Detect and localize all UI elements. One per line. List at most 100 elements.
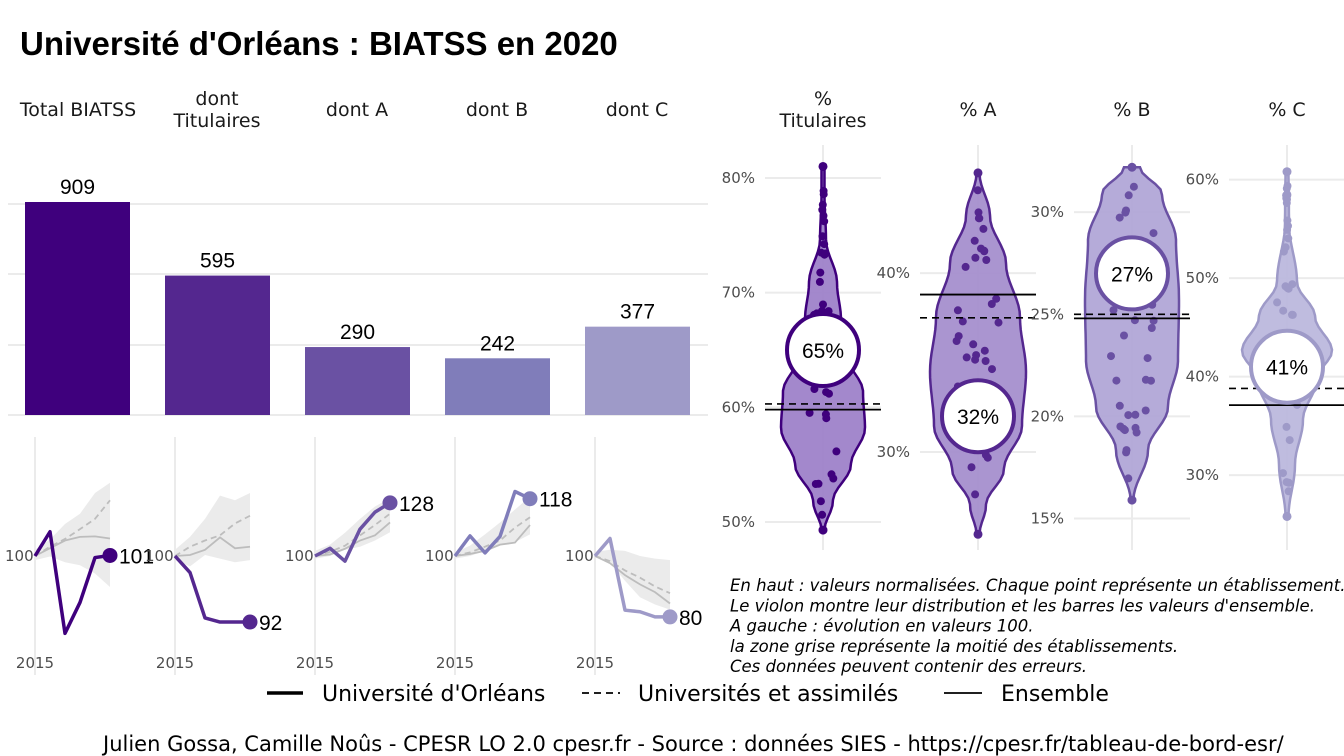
y-tick-label: 40%: [1186, 368, 1219, 386]
evolution-charts: 1011002015921002015128100201511810020158…: [5, 437, 702, 675]
establishment-dot: [1143, 354, 1152, 363]
establishment-dot: [820, 240, 829, 249]
y-tick-label: 20%: [1031, 407, 1064, 425]
etablissement-line: [314, 501, 391, 563]
x-tick-label: 2015: [436, 654, 474, 672]
evolution-panel: 128 100 2015: [285, 437, 434, 675]
end-point: [662, 609, 678, 625]
establishment-dot: [1282, 422, 1291, 431]
establishment-dot: [1124, 411, 1133, 420]
violin-header: %: [814, 88, 832, 110]
evolution-panel: 101 100 2015: [5, 437, 154, 675]
establishment-dot: [1141, 406, 1150, 415]
universities-line: [314, 512, 391, 557]
violin-header: % B: [1113, 99, 1150, 121]
establishment-dot: [970, 236, 979, 245]
end-value-label: 92: [259, 612, 282, 635]
establishment-dot: [819, 300, 827, 309]
bar: [305, 347, 410, 415]
establishment-dot: [1124, 191, 1133, 200]
violin-shape: [1083, 166, 1181, 502]
violin-panel: 30% 40% 32% % A: [877, 99, 1036, 550]
establishment-dot: [982, 256, 991, 264]
establishment-dot: [1131, 423, 1140, 432]
y-tick-label: 80%: [722, 169, 755, 187]
y-tick-label: 30%: [877, 443, 910, 461]
establishment-dot: [994, 318, 1003, 327]
ensemble-line: [454, 524, 531, 557]
evolution-panel: 80 100 2015: [565, 437, 702, 675]
establishment-dot: [1282, 194, 1291, 203]
establishment-dot: [980, 346, 989, 355]
violin-header: % C: [1268, 99, 1305, 121]
violin-panel: 30% 40% 50% 60% 41% % C: [1186, 99, 1344, 550]
y-tick-label: 15%: [1031, 509, 1064, 527]
evolution-ribbon: [175, 493, 250, 567]
bar-value-label: 242: [480, 332, 515, 355]
note-line: En haut : valeurs normalisées. Chaque po…: [730, 576, 1344, 595]
establishment-dot: [805, 408, 814, 417]
establishment-dot: [821, 249, 830, 258]
end-point: [242, 614, 258, 630]
violin-header: % A: [959, 99, 996, 121]
bar: [165, 275, 270, 415]
note-line: la zone grise représente la moitié des é…: [730, 637, 1178, 656]
establishment-dot: [814, 479, 823, 488]
establishment-dot: [1285, 436, 1294, 445]
establishment-dot: [971, 355, 980, 364]
establishment-dot: [1109, 306, 1118, 315]
bar: [445, 358, 550, 415]
legend-label-ensemble: Ensemble: [1001, 682, 1109, 707]
bar: [585, 326, 690, 415]
etablissement-value-label: 32%: [957, 406, 999, 429]
establishment-dot: [1115, 213, 1124, 222]
etablissement-marker: [940, 378, 1016, 455]
y-tick-label: 40%: [877, 264, 910, 282]
bar-header: Titulaires: [173, 110, 261, 132]
y-tick-label: 50%: [722, 513, 755, 531]
establishment-dot: [815, 277, 824, 286]
establishment-dot: [1112, 376, 1121, 385]
establishment-dot: [1288, 310, 1297, 319]
establishment-dot: [1282, 478, 1291, 487]
establishment-dot: [1279, 306, 1288, 315]
note-line: A gauche : évolution en valeurs 100.: [729, 617, 1034, 636]
establishment-dot: [1282, 167, 1292, 177]
establishment-dot: [988, 365, 996, 374]
establishment-dot: [953, 306, 962, 315]
end-point: [102, 547, 118, 563]
establishment-dot: [821, 410, 830, 419]
establishment-dot: [819, 190, 828, 199]
establishment-dot: [1284, 234, 1293, 243]
establishment-dot: [969, 340, 978, 349]
establishment-dot: [987, 300, 996, 308]
etablissement-marker: [1094, 235, 1170, 312]
end-value-label: 118: [539, 489, 572, 512]
establishment-dot: [1124, 474, 1133, 483]
establishment-dot: [974, 208, 983, 217]
x-tick-label: 2015: [296, 654, 334, 672]
establishment-dot: [1122, 446, 1131, 455]
bar-value-label: 909: [60, 176, 95, 199]
establishment-dot: [975, 214, 984, 223]
etablissement-line: [593, 536, 670, 619]
establishment-dot: [961, 262, 970, 271]
establishment-dot: [816, 497, 825, 506]
etablissement-line: [173, 554, 250, 624]
bar-header: dont B: [466, 99, 528, 121]
establishment-dot: [1284, 487, 1293, 496]
evolution-panel: 92 100 2015: [145, 437, 282, 675]
establishment-dot: [1131, 410, 1140, 419]
end-value-label: 128: [399, 493, 434, 516]
establishment-dot: [981, 357, 990, 365]
y-tick-label: 100: [5, 547, 34, 565]
end-point: [382, 495, 398, 511]
establishment-dot: [818, 205, 827, 214]
y-tick-label: 25%: [1031, 305, 1064, 323]
x-tick-label: 2015: [16, 654, 54, 672]
establishment-dot: [818, 232, 827, 241]
y-tick-label: 60%: [722, 398, 755, 416]
etablissement-marker: [1249, 328, 1325, 405]
x-tick-label: 2015: [156, 654, 194, 672]
